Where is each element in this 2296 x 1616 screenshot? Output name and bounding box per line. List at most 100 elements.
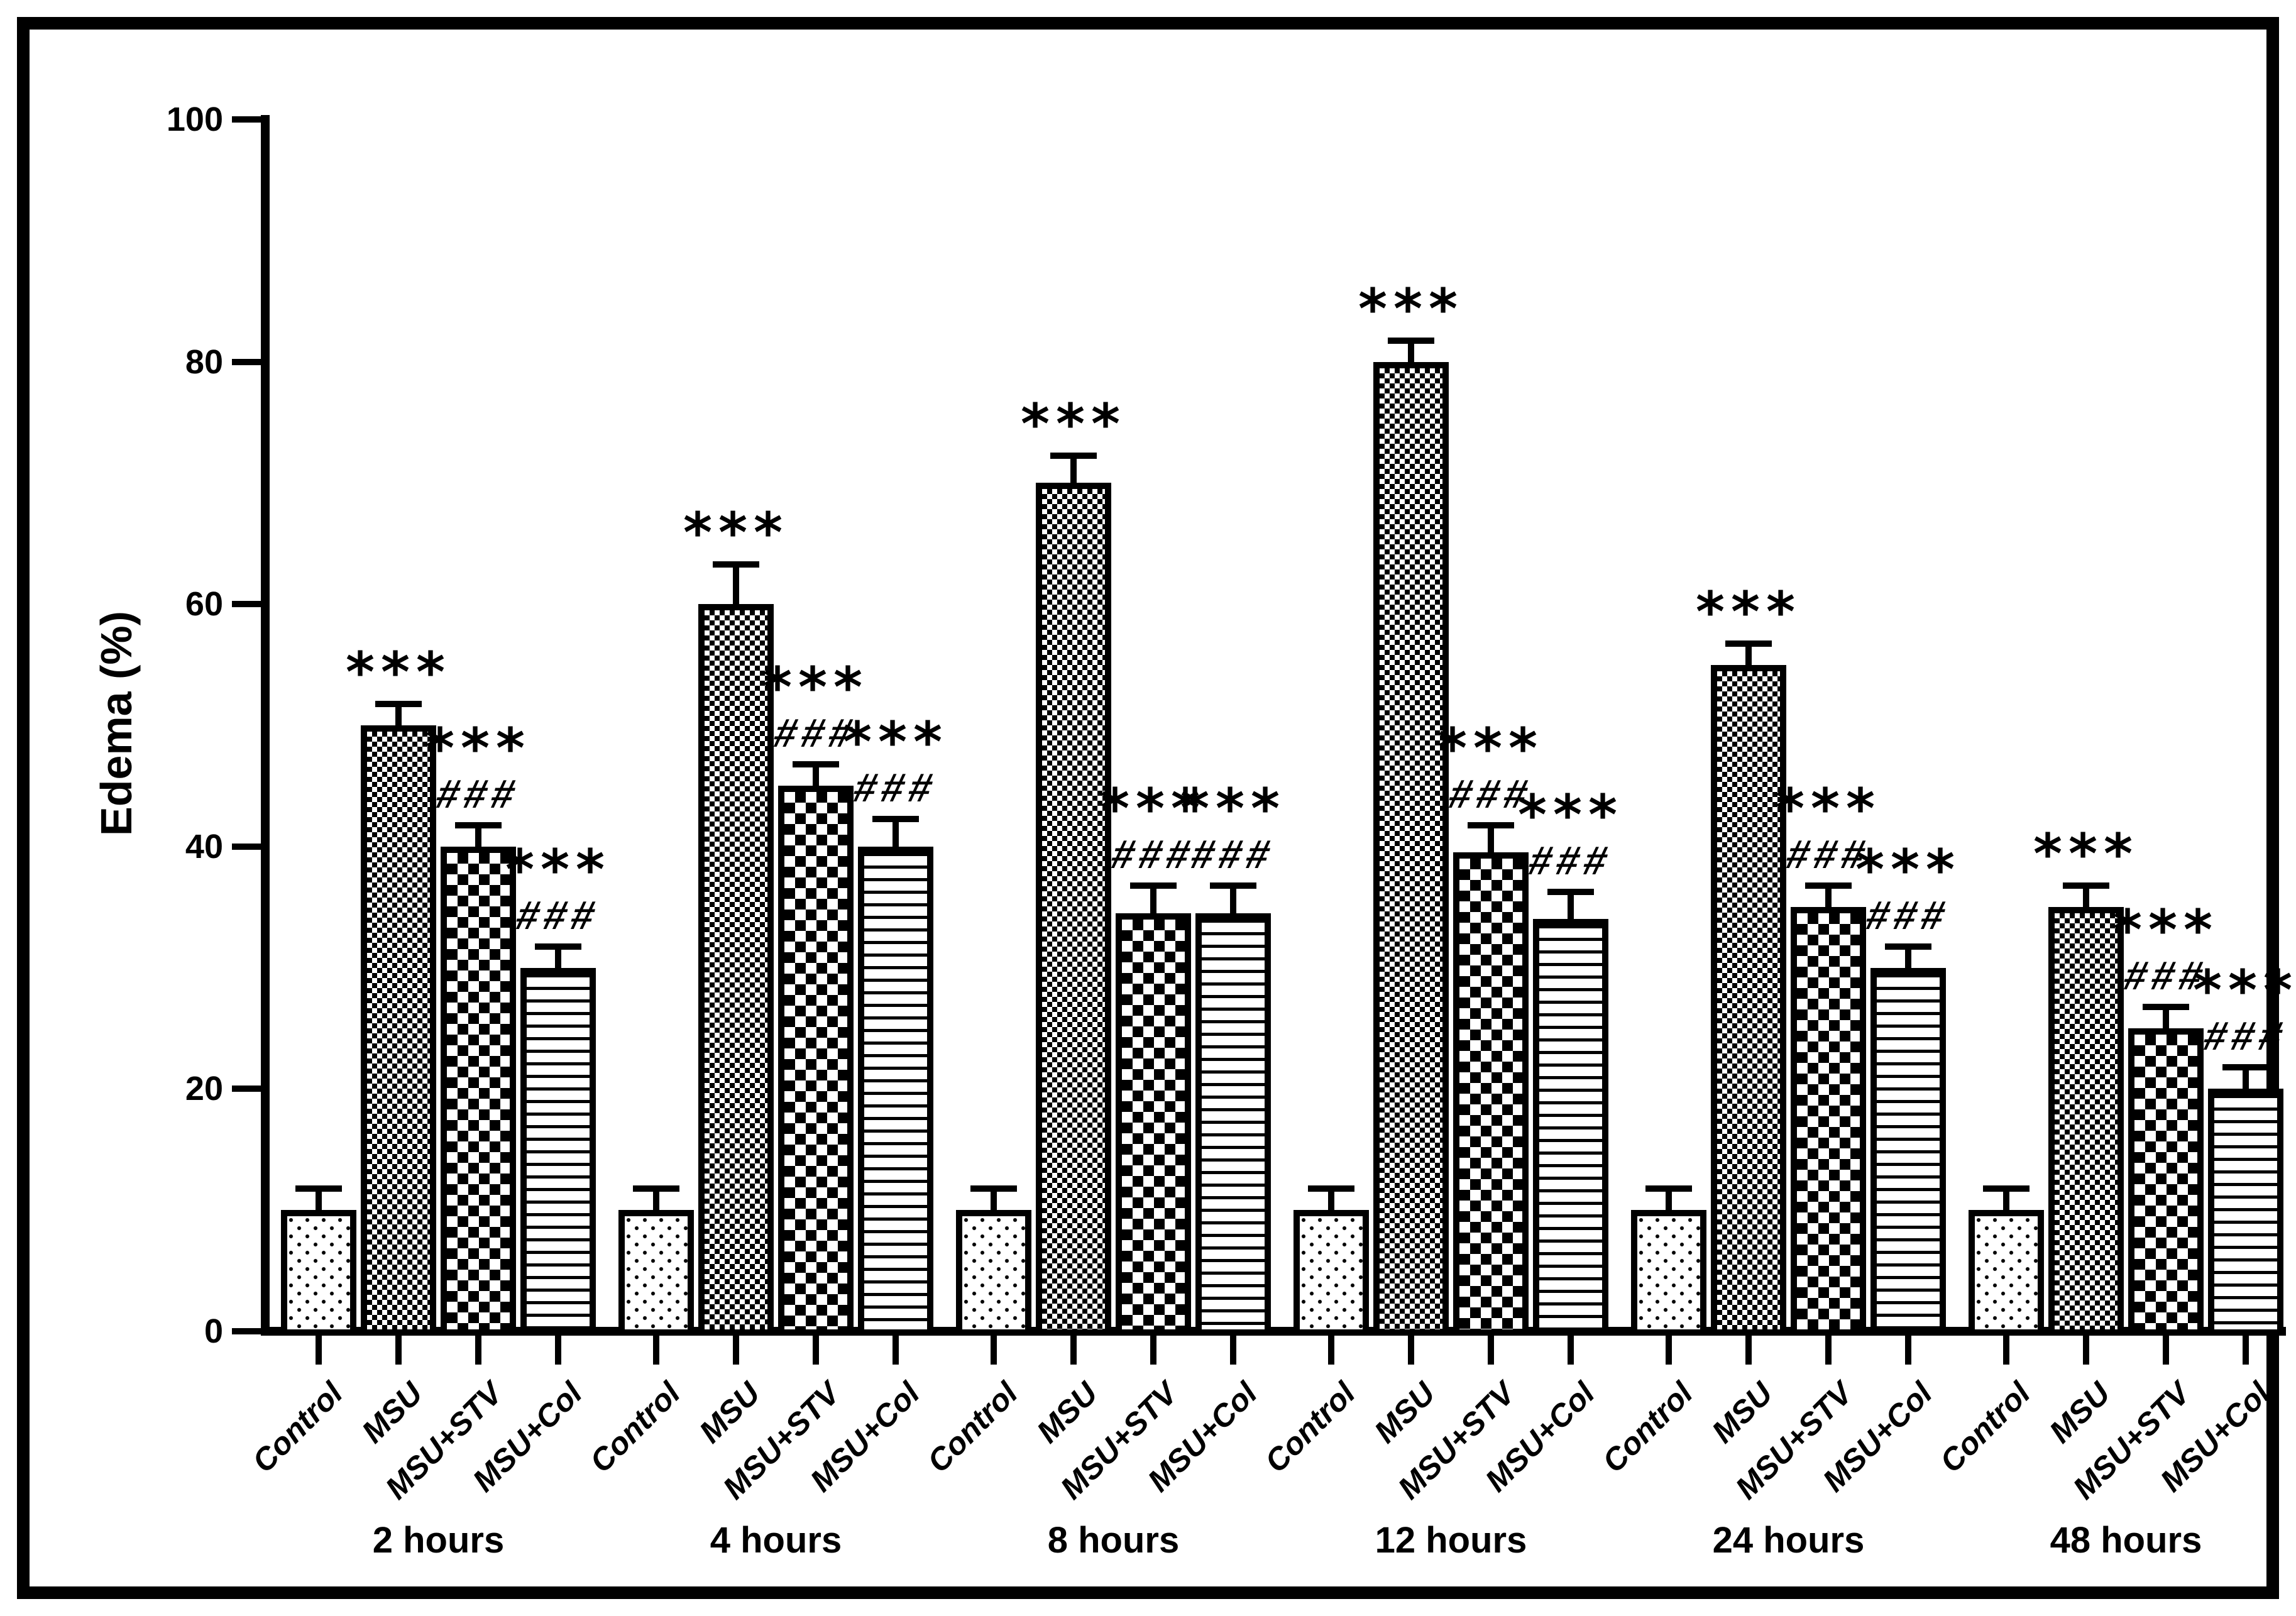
bar-4-hours-MSU [698, 604, 774, 1336]
x-axis-tick [1666, 1336, 1672, 1365]
x-axis-tick [2243, 1336, 2249, 1365]
significance-stars: *** [1695, 579, 1802, 644]
significance-stars: *** [1180, 776, 1287, 842]
error-bar-stem [1070, 458, 1077, 483]
significance-stars: *** [1855, 837, 1962, 902]
error-bar-cap [1983, 1185, 2030, 1192]
bar-8-hours-MSU [1036, 483, 1111, 1336]
error-bar-stem [555, 949, 561, 968]
significance-stars: *** [1775, 776, 1882, 842]
group-label: 2 hours [372, 1520, 505, 1561]
bar-48-hours-MSU [2048, 907, 2124, 1336]
x-axis-tick [2003, 1336, 2009, 1365]
bar-2-hours-MSUplusCol [520, 967, 596, 1336]
bar-24-hours-MSU [1711, 664, 1786, 1336]
x-axis-tick [1328, 1336, 1334, 1365]
error-bar-cap [1725, 640, 1772, 647]
y-tick-label: 20 [185, 1070, 223, 1108]
x-axis-tick [1745, 1336, 1752, 1365]
x-axis-tick [991, 1336, 997, 1365]
error-bar-cap [1645, 1185, 1692, 1192]
error-bar-stem [653, 1192, 659, 1211]
error-bar-stem [893, 822, 899, 847]
significance-stars: *** [2112, 898, 2219, 963]
error-bar-stem [475, 828, 481, 847]
error-bar-stem [1328, 1192, 1334, 1211]
significance-stars: *** [2192, 958, 2296, 1023]
group-label: 8 hours [1047, 1520, 1180, 1561]
error-bar-stem [1230, 889, 1236, 913]
y-axis-tick [232, 1086, 261, 1092]
x-axis-tick [1070, 1336, 1077, 1365]
error-bar-stem [1150, 889, 1156, 913]
bar-12-hours-MSUplusCol [1533, 919, 1608, 1336]
error-bar-cap [793, 761, 839, 768]
x-axis-tick [813, 1336, 819, 1365]
x-axis-tick [2083, 1336, 2089, 1365]
x-axis-tick [475, 1336, 481, 1365]
bar-12-hours-MSU [1373, 361, 1449, 1336]
significance-stars: *** [842, 710, 949, 775]
x-axis-tick [1905, 1336, 1911, 1365]
y-axis-title: Edema (%) [92, 611, 141, 836]
y-axis-tick [232, 358, 261, 365]
significance-stars: *** [1020, 391, 1127, 456]
bar-8-hours-MSUplusCol [1195, 913, 1271, 1336]
error-bar-stem [991, 1192, 997, 1211]
error-bar-cap [295, 1185, 342, 1192]
y-axis-tick [232, 843, 261, 850]
error-bar-stem [813, 767, 819, 786]
bar-24-hours-Control [1631, 1210, 1706, 1336]
significance-stars: *** [683, 500, 789, 566]
error-bar-stem [733, 568, 739, 605]
bar-48-hours-MSUplusSTV [2128, 1028, 2204, 1336]
y-axis-tick [232, 601, 261, 608]
bar-12-hours-MSUplusSTV [1453, 852, 1529, 1336]
x-axis-tick [653, 1336, 659, 1365]
group-label: 24 hours [1712, 1520, 1865, 1561]
error-bar-cap [1805, 882, 1852, 889]
error-bar-cap [633, 1185, 679, 1192]
bar-8-hours-MSUplusSTV [1116, 913, 1191, 1336]
x-axis-tick [395, 1336, 402, 1365]
bar-4-hours-Control [618, 1210, 694, 1336]
error-bar-stem [1825, 889, 1832, 908]
error-bar-cap [1468, 822, 1514, 828]
error-bar-cap [872, 816, 919, 823]
x-axis-tick [1150, 1336, 1156, 1365]
x-axis-tick [1230, 1336, 1236, 1365]
significance-stars: *** [425, 715, 532, 781]
significance-stars: *** [345, 640, 452, 705]
bar-4-hours-MSUplusSTV [778, 786, 854, 1336]
error-bar-cap [1547, 888, 1594, 895]
x-axis-tick [1568, 1336, 1574, 1365]
significance-stars: *** [1517, 782, 1624, 847]
error-bar-cap [2222, 1064, 2269, 1071]
error-bar-stem [1488, 828, 1494, 853]
bar-48-hours-Control [1969, 1210, 2044, 1336]
y-tick-label: 0 [204, 1312, 223, 1350]
error-bar-stem [1745, 646, 1752, 665]
significance-stars: *** [1358, 276, 1464, 341]
significance-stars: *** [762, 655, 869, 720]
error-bar-stem [395, 707, 402, 725]
x-axis-tick [733, 1336, 739, 1365]
x-axis-tick [893, 1336, 899, 1365]
significance-stars: *** [1100, 776, 1207, 842]
x-axis-tick [316, 1336, 322, 1365]
error-bar-cap [970, 1185, 1017, 1192]
bar-2-hours-MSUplusSTV [441, 846, 516, 1336]
error-bar-stem [2243, 1070, 2249, 1089]
error-bar-cap [455, 822, 502, 828]
error-bar-cap [2143, 1004, 2189, 1011]
significance-stars: *** [1437, 715, 1544, 781]
bar-48-hours-MSUplusCol [2208, 1089, 2283, 1336]
error-bar-cap [713, 561, 759, 568]
bar-24-hours-MSUplusSTV [1791, 907, 1866, 1336]
error-bar-cap [1210, 882, 1256, 889]
error-bar-stem [2163, 1010, 2169, 1028]
error-bar-stem [1905, 949, 1911, 968]
error-bar-cap [2063, 882, 2109, 889]
y-tick-label: 40 [185, 827, 223, 866]
error-bar-stem [2083, 889, 2089, 908]
